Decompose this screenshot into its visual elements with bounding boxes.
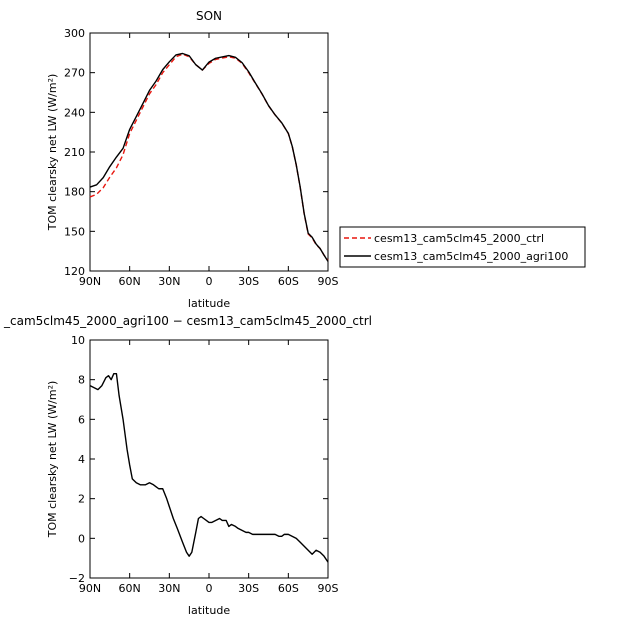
bottom-plot-title: _cam5clm45_2000_agri100 − cesm13_cam5clm… (3, 314, 372, 328)
legend-label-agri100: cesm13_cam5clm45_2000_agri100 (374, 250, 568, 263)
top-series-line-1 (89, 52, 329, 262)
bottom-y-tick-label: 4 (78, 453, 85, 466)
top-y-tick-label: 210 (64, 146, 85, 159)
top-y-axis-label: TOM clearsky net LW (W/m²) (46, 74, 59, 232)
bottom-x-tick-label: 30N (158, 582, 180, 595)
legend: cesm13_cam5clm45_2000_ctrl cesm13_cam5cl… (339, 226, 586, 268)
bottom-x-tick-label: 30S (238, 582, 259, 595)
top-axis-ticks: 90N 60N 30N 0 30S 60S 90S 120 150 180 210 240 270 300 (64, 27, 339, 288)
top-x-axis-label: latitude (188, 297, 230, 310)
legend-label-ctrl: cesm13_cam5clm45_2000_ctrl (374, 232, 544, 245)
legend-box (339, 226, 586, 268)
top-x-tick-label: 90S (318, 275, 339, 288)
bottom-plot-frame (89, 339, 329, 579)
top-series-lines (89, 52, 329, 262)
top-x-tick-label: 30S (238, 275, 259, 288)
top-panel: SON 90N 60N 30N 0 30S 60S 90S 120 150 180 210 240 27… (46, 9, 339, 310)
top-plot-frame (89, 32, 329, 272)
bottom-y-tick-label: −2 (69, 572, 85, 585)
bottom-panel: _cam5clm45_2000_agri100 − cesm13_cam5clm… (3, 314, 372, 617)
top-y-tick-label: 150 (64, 225, 85, 238)
top-y-tick-label: 300 (64, 27, 85, 40)
bottom-series-lines (89, 373, 329, 563)
bottom-y-tick-label: 2 (78, 493, 85, 506)
top-y-tick-label: 180 (64, 186, 85, 199)
bottom-x-tick-label: 90N (79, 582, 101, 595)
bottom-x-tick-label: 60S (278, 582, 299, 595)
bottom-y-tick-label: 10 (71, 334, 85, 347)
bottom-x-axis-label: latitude (188, 604, 230, 617)
top-x-tick-label: 60S (278, 275, 299, 288)
bottom-y-tick-label: 8 (78, 374, 85, 387)
bottom-x-tick-label: 0 (206, 582, 213, 595)
bottom-y-tick-label: 6 (78, 413, 85, 426)
top-y-tick-label: 120 (64, 265, 85, 278)
bottom-y-axis-label: TOM clearsky net LW (W/m²) (46, 381, 59, 539)
top-x-tick-label: 90N (79, 275, 101, 288)
top-x-tick-label: 30N (158, 275, 180, 288)
top-y-tick-label: 270 (64, 67, 85, 80)
top-plot-title: SON (196, 9, 222, 23)
bottom-series-line-0 (89, 373, 329, 563)
top-x-tick-label: 60N (119, 275, 141, 288)
top-x-tick-label: 0 (206, 275, 213, 288)
bottom-y-tick-label: 0 (78, 532, 85, 545)
bottom-x-tick-label: 90S (318, 582, 339, 595)
top-y-tick-label: 240 (64, 106, 85, 119)
bottom-x-tick-label: 60N (119, 582, 141, 595)
bottom-axis-ticks: 90N 60N 30N 0 30S 60S 90S −2 0 2 4 6 8 10 (69, 334, 339, 595)
top-series-line-0 (89, 53, 329, 261)
